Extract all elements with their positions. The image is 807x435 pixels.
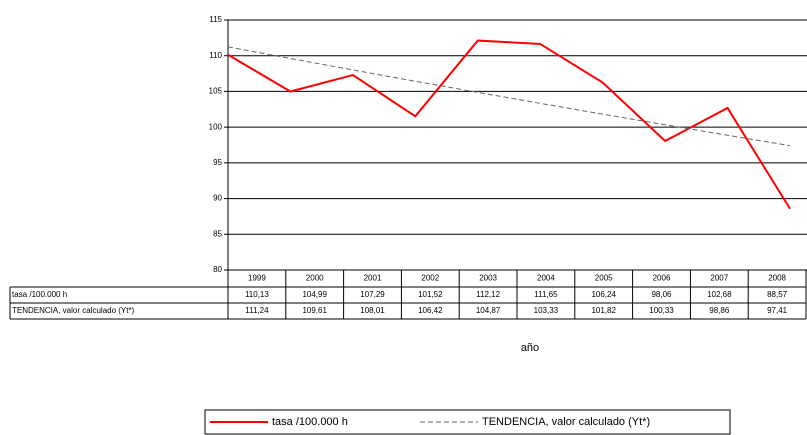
table-cell: 109,61 [302,306,327,315]
table-cell: 98,06 [651,290,672,299]
table-cell: 102,68 [707,290,732,299]
table-cell: 103,33 [534,306,559,315]
table-cell: 111,24 [245,306,269,315]
table-cell: 100,33 [649,306,674,315]
series-line [227,39,791,210]
x-tick-label: 2006 [653,274,671,283]
table-cell: 104,87 [476,306,501,315]
table-row-label: TENDENCIA, valor calculado (Yt*) [12,306,135,315]
legend-box [204,409,731,435]
series-line [227,46,791,147]
table-cell: 101,82 [591,306,616,315]
table-cell: 106,24 [591,290,616,299]
x-tick-label: 2000 [306,274,324,283]
table-cell: 101,52 [418,290,443,299]
table-cell: 97,41 [767,306,788,315]
y-tick-label: 80 [213,265,222,274]
legend-label: tasa /100.000 h [272,416,348,428]
y-tick-label: 110 [209,51,222,60]
table-cell: 110,13 [245,290,269,299]
y-tick-label: 100 [209,122,223,131]
table-cell: 108,01 [360,306,385,315]
table-cell: 104,99 [302,290,327,299]
x-tick-label: 2005 [595,274,613,283]
x-tick-label: 2007 [710,274,728,283]
y-tick-label: 90 [213,194,222,203]
table-cell: 106,42 [418,306,443,315]
y-tick-label: 95 [213,158,222,167]
table-cell: 98,86 [709,306,730,315]
legend-label: TENDENCIA, valor calculado (Yt*) [482,416,650,428]
table-cell: 112,12 [476,290,500,299]
x-tick-label: 2001 [364,274,382,283]
y-tick-label: 115 [209,15,222,24]
table-cell: 111,65 [534,290,558,299]
table-cell: 88,57 [767,290,788,299]
x-tick-label: 1999 [248,274,266,283]
y-tick-label: 85 [213,229,222,238]
x-axis-label: año [521,342,539,354]
y-tick-label: 105 [209,87,223,96]
table-cell: 107,29 [360,290,385,299]
x-tick-label: 2002 [421,274,439,283]
x-tick-label: 2008 [768,274,786,283]
x-tick-label: 2004 [537,274,555,283]
table-row-label: tasa /100.000 h [12,290,67,299]
x-tick-label: 2003 [479,274,497,283]
